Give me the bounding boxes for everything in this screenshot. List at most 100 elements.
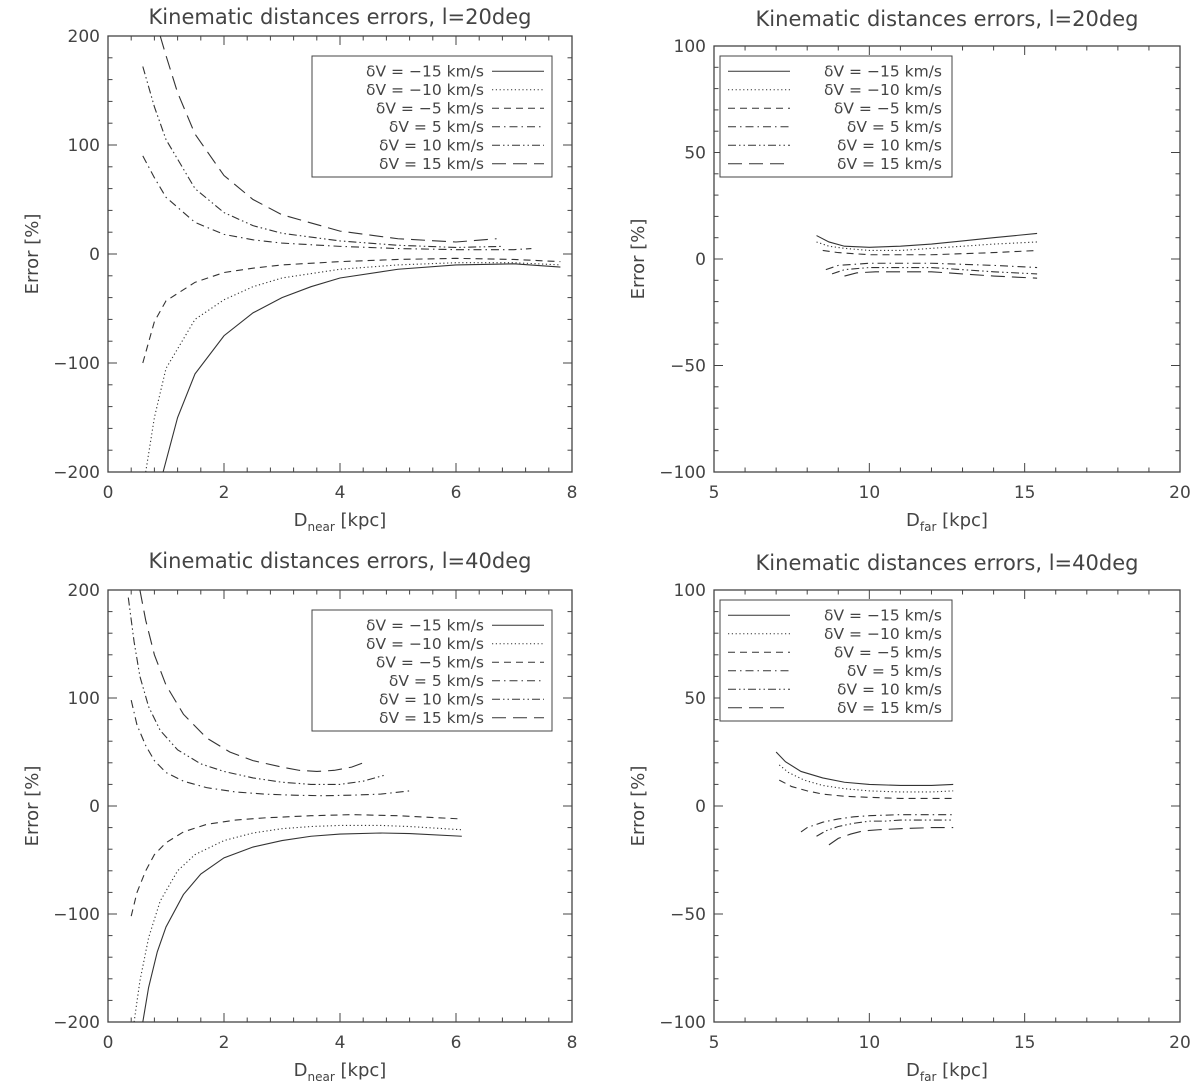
series-line-1	[775, 751, 954, 787]
series-line-4	[800, 814, 954, 833]
ticks	[107, 35, 573, 473]
x-tick-label: 8	[567, 1033, 578, 1053]
chart-panel-1: 0 2 4 6 8 −200 −100 0 100 200 Kinematic distances …	[22, 5, 578, 534]
y-tick-label: −50	[670, 905, 706, 925]
legend: δV = −15 km/sδV = −10 km/sδV = −5 km/sδV…	[311, 55, 553, 178]
x-tick-label: 2	[219, 483, 230, 503]
legend-label-1: δV = −15 km/s	[366, 616, 484, 634]
legend-label-2: δV = −10 km/s	[824, 625, 942, 643]
series-line-1	[142, 832, 462, 1022]
series-group	[816, 232, 1038, 279]
chart-title: Kinematic distances errors, l=40deg	[149, 549, 532, 573]
x-tick-label: 20	[1169, 483, 1191, 503]
series-line-1	[816, 232, 1038, 248]
y-axis-label: Error [%]	[628, 219, 649, 300]
legend: δV = −15 km/sδV = −10 km/sδV = −5 km/sδV…	[719, 55, 953, 178]
series-line-5	[142, 66, 503, 249]
ticks	[713, 45, 1181, 473]
series-line-2	[145, 262, 561, 472]
y-axis-label: Error [%]	[628, 766, 649, 847]
y-tick-label: −100	[53, 905, 100, 925]
x-tick-label: 4	[335, 1033, 346, 1053]
legend-box	[311, 609, 553, 732]
legend-label-4: δV = 5 km/s	[389, 672, 484, 690]
x-axis-label: Dnear [kpc]	[294, 510, 387, 534]
series-line-4	[825, 262, 1038, 271]
legend-label-4: δV = 5 km/s	[847, 118, 942, 136]
legend-label-6: δV = 15 km/s	[837, 155, 942, 173]
x-axis-label: Dnear [kpc]	[294, 1060, 387, 1084]
series-line-3	[142, 257, 561, 364]
y-tick-label: −200	[53, 1013, 100, 1033]
chart-panel-2: 5 10 15 20 −100 −50 0 50 100 Kinematic distances …	[628, 7, 1191, 534]
y-tick-label: −100	[53, 354, 100, 374]
x-tick-label: 2	[219, 1033, 230, 1053]
x-tick-label: 5	[709, 1033, 720, 1053]
chart-panel-4: 5 10 15 20 −100 −50 0 50 100 Kinematic distances …	[628, 551, 1191, 1084]
series-line-6	[844, 271, 1038, 279]
legend-label-6: δV = 15 km/s	[379, 155, 484, 173]
x-tick-label: 6	[451, 483, 462, 503]
legend-box	[719, 599, 953, 722]
legend-label-3: δV = −5 km/s	[834, 643, 942, 661]
series-group	[142, 36, 561, 472]
y-tick-label: 200	[68, 27, 100, 47]
legend-label-5: δV = 10 km/s	[379, 690, 484, 708]
x-tick-label: 8	[567, 483, 578, 503]
series-line-5	[127, 597, 387, 785]
legend-label-6: δV = 15 km/s	[837, 699, 942, 717]
x-tick-label: 15	[1014, 483, 1036, 503]
series-line-4	[130, 700, 410, 797]
y-tick-label: −50	[670, 357, 706, 377]
y-tick-label: −100	[659, 1013, 706, 1033]
legend-label-1: δV = −15 km/s	[824, 606, 942, 624]
series-line-3	[822, 249, 1038, 256]
chart-panel-3: 0 2 4 6 8 −200 −100 0 100 200 Kinematic distances …	[22, 549, 578, 1084]
legend-label-2: δV = −10 km/s	[366, 81, 484, 99]
legend-box	[719, 55, 953, 178]
series-group	[127, 590, 462, 1022]
legend: δV = −15 km/sδV = −10 km/sδV = −5 km/sδV…	[311, 609, 553, 732]
chart-title: Kinematic distances errors, l=20deg	[149, 5, 532, 29]
chart-title: Kinematic distances errors, l=40deg	[756, 551, 1139, 575]
legend-label-3: δV = −5 km/s	[376, 653, 484, 671]
y-axis-label: Error [%]	[22, 766, 43, 847]
x-tick-label: 6	[451, 1033, 462, 1053]
legend-label-3: δV = −5 km/s	[376, 99, 484, 117]
legend-label-4: δV = 5 km/s	[389, 118, 484, 136]
y-tick-label: 100	[68, 136, 100, 156]
legend-label-2: δV = −10 km/s	[824, 81, 942, 99]
y-tick-label: 50	[684, 689, 706, 709]
series-line-6	[159, 36, 497, 243]
y-tick-label: 0	[89, 797, 100, 817]
x-tick-label: 20	[1169, 1033, 1191, 1053]
x-tick-label: 4	[335, 483, 346, 503]
x-tick-label: 5	[709, 483, 720, 503]
x-tick-label: 10	[859, 1033, 881, 1053]
x-axis-label: Dfar [kpc]	[906, 510, 988, 534]
legend-label-6: δV = 15 km/s	[379, 709, 484, 727]
legend-label-5: δV = 10 km/s	[379, 136, 484, 154]
legend-label-2: δV = −10 km/s	[366, 635, 484, 653]
legend-label-5: δV = 10 km/s	[837, 136, 942, 154]
chart-title: Kinematic distances errors, l=20deg	[756, 7, 1139, 31]
legend-label-1: δV = −15 km/s	[366, 62, 484, 80]
legend-box	[311, 55, 553, 178]
series-line-4	[142, 155, 532, 251]
x-axis-label: Dfar [kpc]	[906, 1060, 988, 1084]
legend-label-5: δV = 10 km/s	[837, 680, 942, 698]
series-line-1	[162, 263, 561, 472]
y-tick-label: 200	[68, 581, 100, 601]
series-line-3	[778, 779, 954, 799]
legend-label-3: δV = −5 km/s	[834, 99, 942, 117]
x-tick-label: 15	[1014, 1033, 1036, 1053]
series-line-6	[828, 827, 954, 846]
y-tick-label: 50	[684, 144, 706, 164]
series-line-2	[133, 824, 462, 1022]
ticks	[713, 589, 1181, 1023]
series-line-2	[816, 241, 1038, 252]
y-tick-label: 0	[89, 245, 100, 265]
y-tick-label: −100	[659, 463, 706, 483]
legend-label-1: δV = −15 km/s	[824, 62, 942, 80]
